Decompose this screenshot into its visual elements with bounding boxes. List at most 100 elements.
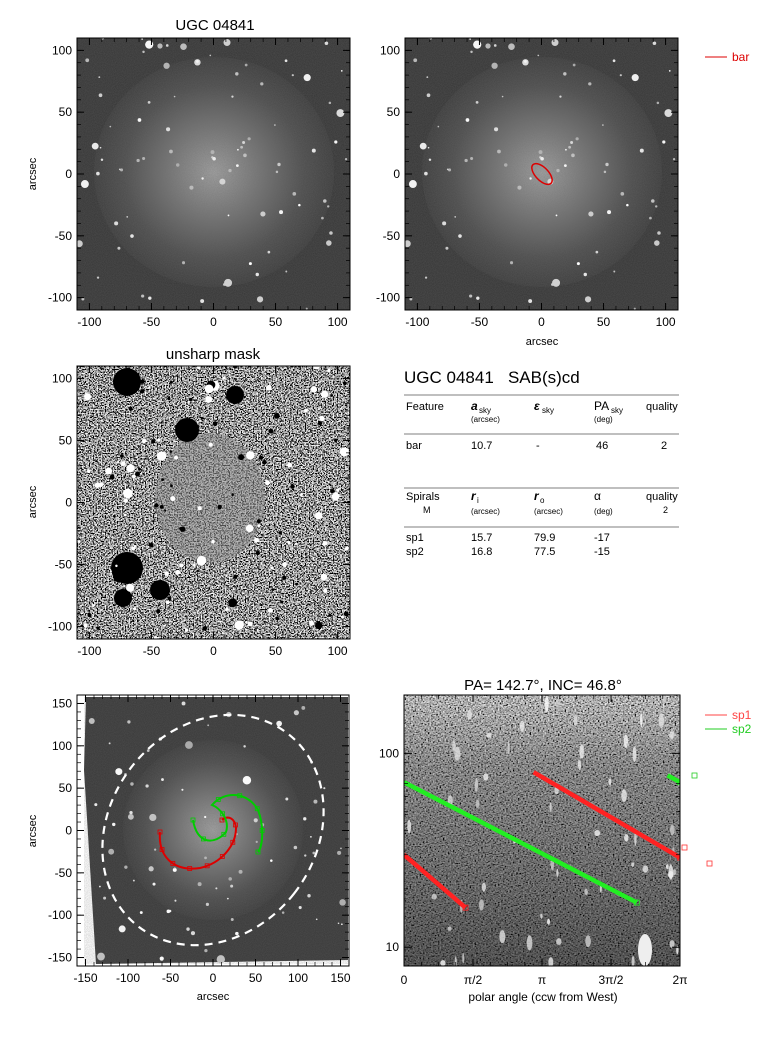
mask-speckle (131, 546, 136, 551)
polar-bright-spot (486, 732, 492, 738)
star (555, 214, 558, 217)
star (235, 931, 239, 936)
polar-bright-spot (573, 715, 578, 726)
mask-speckle (105, 467, 113, 475)
star (276, 720, 282, 727)
x-tick-label: 0 (210, 644, 217, 658)
polar-bright-spot (608, 778, 612, 786)
header-quality: quality (646, 491, 678, 503)
info-title: UGC 04841 SAB(s)cd (404, 368, 580, 387)
mask-speckle (282, 562, 287, 567)
polar-bright-spot (499, 930, 506, 944)
mask-speckle (312, 366, 320, 370)
star (98, 76, 101, 79)
mask-speckle (320, 390, 329, 398)
mask-speckle (169, 380, 173, 384)
mask-speckle (255, 551, 260, 556)
mask-speckle (192, 564, 196, 567)
foreground-stars (88, 701, 346, 964)
star (255, 840, 258, 843)
star (672, 158, 676, 161)
star (108, 848, 115, 855)
mask-speckle (174, 455, 179, 460)
mask-dark-hole (114, 589, 132, 607)
star (426, 76, 429, 79)
tick-labels: -100 -50 0 50 100 100 50 0 -50 -100 (376, 43, 676, 329)
mask-speckle (225, 607, 229, 611)
star (108, 742, 111, 745)
star (243, 745, 246, 748)
header-ri-sub: i (477, 496, 479, 505)
star (307, 894, 311, 898)
header-spirals-m: M (423, 505, 431, 515)
y-tick-label: 0 (65, 167, 72, 181)
star (149, 813, 157, 822)
image-noise (77, 38, 350, 310)
star (148, 866, 154, 872)
mask-speckle (202, 626, 208, 631)
star (329, 231, 333, 235)
mask-speckle (167, 396, 171, 400)
star (244, 63, 248, 67)
series-sp1-endpoint (462, 904, 469, 911)
polar-bright-spot (474, 777, 479, 792)
star (189, 185, 194, 190)
mask-speckle (139, 389, 145, 394)
mask-speckle (151, 439, 156, 444)
y-tick-label: -100 (48, 620, 72, 634)
star (100, 158, 104, 161)
mask-speckle (196, 555, 207, 566)
mask-speckle (113, 576, 119, 582)
star (139, 911, 143, 915)
star (197, 882, 202, 887)
mask-speckle (282, 575, 287, 580)
star (200, 299, 205, 304)
polar-bright-spot (631, 862, 635, 867)
mask-dark-hole (111, 552, 143, 584)
x-tick-label: 0 (401, 973, 408, 987)
spiral-point-marker (190, 817, 196, 823)
mask-speckle (161, 478, 165, 481)
x-tick-label: 0 (210, 971, 217, 985)
star (215, 887, 218, 890)
star (145, 40, 154, 49)
star (631, 74, 639, 82)
star (291, 74, 294, 77)
mask-speckle (309, 620, 315, 626)
series-sp1-line (532, 770, 680, 860)
star (196, 60, 199, 63)
polar-bright-spot (526, 935, 533, 951)
mask-speckle (184, 628, 189, 632)
star (230, 917, 234, 921)
star (303, 74, 311, 82)
star (109, 125, 112, 128)
header-alpha: α (594, 489, 601, 503)
mask-speckle (123, 488, 133, 499)
mask-speckle (320, 573, 328, 581)
x-axis-label: arcsec (526, 336, 559, 348)
mask-speckle (212, 421, 218, 427)
star (339, 899, 346, 906)
bar-ellipse-panel: -100 -50 0 50 100 100 50 0 -50 -100 arcsec bar (376, 37, 749, 348)
star (142, 50, 145, 54)
star (327, 205, 330, 208)
mask-speckle (128, 406, 133, 411)
star (613, 270, 616, 273)
polar-bright-spot (642, 865, 649, 873)
y-axis-label: arcsec (27, 814, 39, 847)
mask-speckle (257, 524, 261, 528)
mask-speckle (87, 613, 92, 618)
star (568, 145, 572, 149)
star (323, 199, 327, 203)
mask-speckle (92, 604, 95, 607)
spiral-point-marker (204, 863, 210, 869)
star (228, 168, 232, 173)
star (248, 262, 252, 266)
spiral-point-marker (201, 836, 206, 842)
star (340, 69, 343, 72)
x-tick-label: π/2 (464, 973, 483, 987)
y-tick-label: 100 (52, 43, 72, 57)
star (298, 203, 301, 207)
spiral-table-row-sp1: sp1 15.7 79.9 -17 (406, 532, 610, 544)
cell-ri: 16.8 (471, 546, 492, 558)
